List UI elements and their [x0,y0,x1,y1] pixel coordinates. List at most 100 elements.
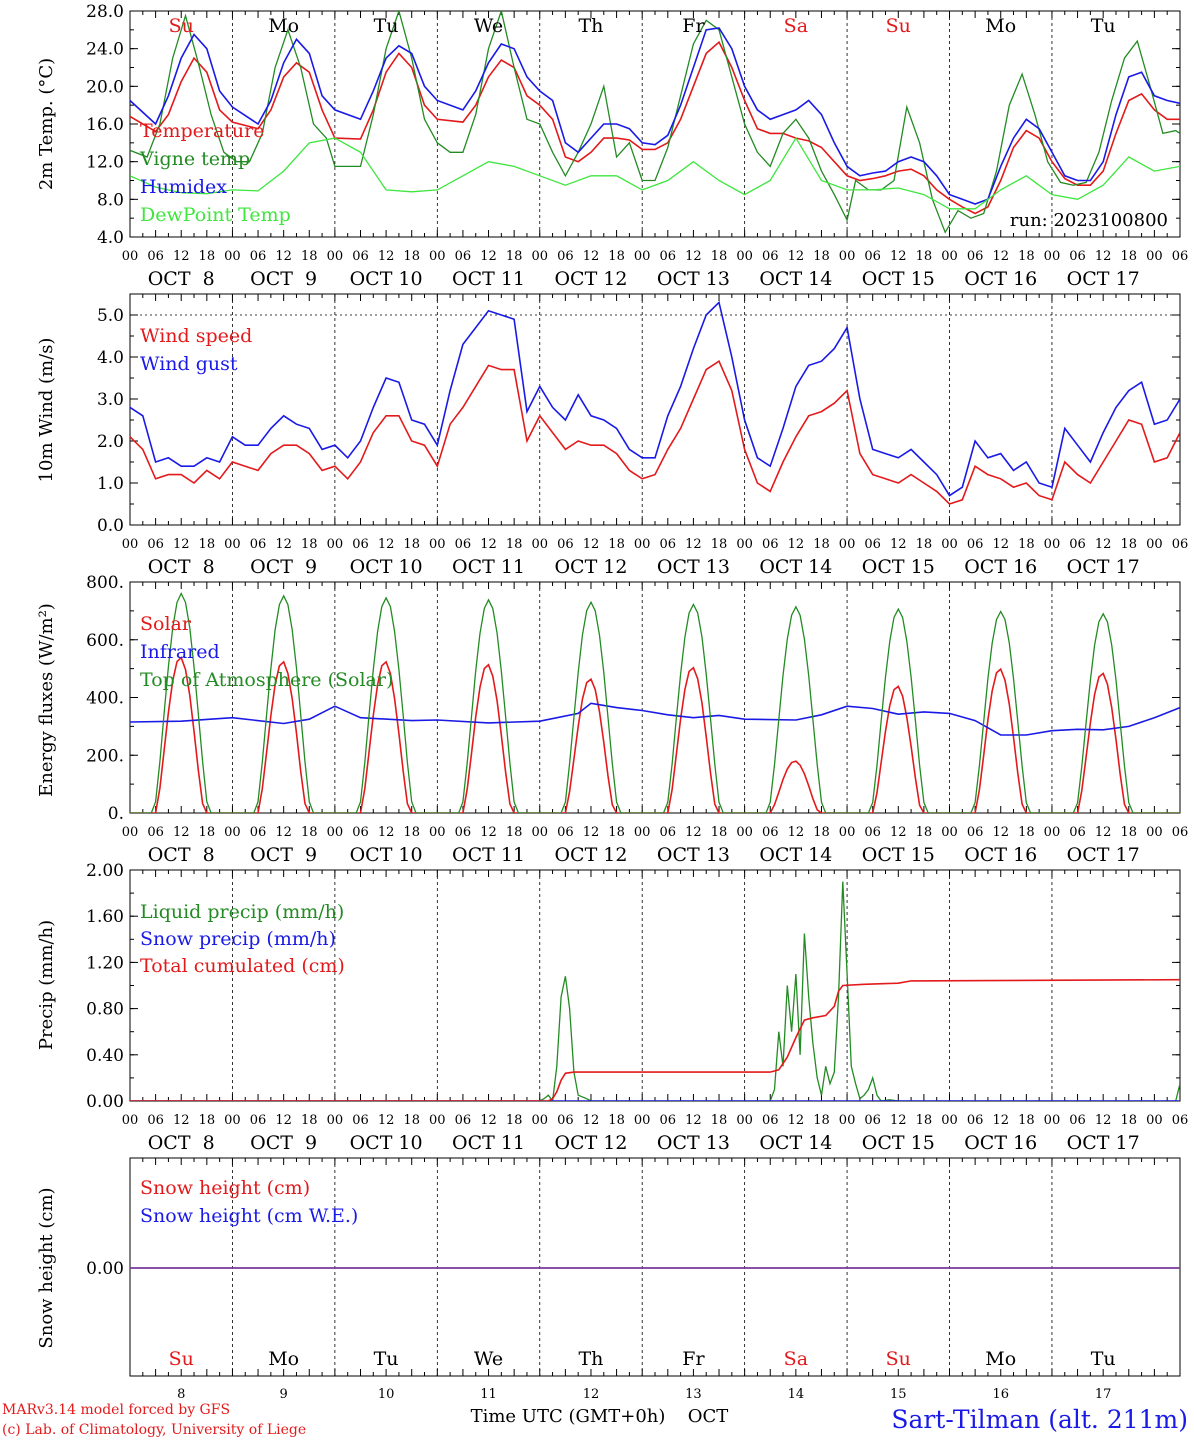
y-tick-label: 1.0 [97,474,124,494]
x-hour-label: 18 [608,537,625,552]
weekday-label: Tu [1091,1348,1116,1370]
x-date-label: OCT 8 [148,268,215,290]
x-hour-label: 00 [531,825,548,840]
x-hour-label: 18 [916,537,933,552]
x-hour-label: 12 [992,825,1009,840]
x-date-label: OCT 13 [657,268,730,290]
x-hour-label: 00 [429,825,446,840]
weekday-label: Th [579,1348,604,1370]
series-group [130,11,1180,234]
weekday-label: Mo [268,15,299,37]
panel-1: 4.0 8.0 12.0 16.0 20.0 24.0 28.0 2m Temp. (°C) 0… [36,2,1188,290]
series-line [130,136,1180,210]
x-hour-label: 06 [864,1113,881,1128]
series-line [130,360,1180,505]
x-hour-label: 00 [224,1113,241,1128]
y-axis-label: Snow height (cm) [36,1187,57,1348]
x-hour-label: 12 [685,537,702,552]
y-tick-label: 3.0 [97,390,124,410]
y-axis-label: 10m Wind (m/s) [36,338,57,483]
x-hour-label: 06 [455,537,472,552]
y-tick-label: 400. [86,689,124,709]
x-hour-label: 06 [660,825,677,840]
x-hour-label: 18 [1018,249,1035,264]
weekday-label: Fr [682,15,705,37]
x-date-label: OCT 12 [554,844,627,866]
weekday-label: Su [886,1348,911,1370]
x-hour-label: 12 [480,1113,497,1128]
x-hour-label: 18 [199,825,216,840]
legend-entry: Vigne temp [139,148,250,170]
series-group [130,881,1180,1101]
y-tick-label: 1.60 [86,907,124,927]
x-date-label: OCT 14 [759,1132,832,1154]
x-hour-label: 12 [480,537,497,552]
y-axis-label: Energy fluxes (W/m²) [36,603,57,797]
x-hour-label: 18 [711,1113,728,1128]
x-hour-label: 12 [275,249,292,264]
day-number-label: 14 [788,1387,805,1402]
x-hour-label: 06 [864,249,881,264]
x-hour-label: 12 [890,249,907,264]
x-hour-label: 00 [122,537,139,552]
x-hour-label: 06 [762,537,779,552]
x-hour-label: 06 [557,537,574,552]
series-line [130,702,1180,736]
x-date-label: OCT 16 [964,556,1037,578]
x-hour-label: 12 [685,825,702,840]
weekday-label: Sa [784,15,808,37]
x-hour-label: 06 [1069,537,1086,552]
x-hour-label: 12 [173,249,190,264]
y-tick-label: 0. [108,804,124,824]
x-hour-label: 18 [916,825,933,840]
x-hour-label: 06 [455,249,472,264]
day-number-label: 16 [992,1387,1009,1402]
x-hour-label: 12 [173,537,190,552]
y-axis-label: 2m Temp. (°C) [36,58,57,190]
x-hour-label: 06 [250,537,267,552]
weekday-label: Mo [268,1348,299,1370]
x-hour-label: 06 [1172,825,1189,840]
x-hour-label: 18 [711,825,728,840]
x-hour-label: 06 [557,249,574,264]
run-label: run: 2023100800 [1010,210,1168,231]
weekday-label: Fr [682,1348,705,1370]
x-date-label: OCT 10 [350,268,423,290]
x-hour-label: 06 [147,537,164,552]
x-hour-label: 00 [1044,825,1061,840]
x-hour-label: 12 [275,537,292,552]
y-tick-label: 28.0 [86,2,124,22]
legend-entry: Temperature [140,120,264,142]
weekday-label: Mo [985,15,1016,37]
x-hour-label: 12 [378,537,395,552]
weekday-label: Tu [374,1348,399,1370]
x-hour-label: 12 [788,1113,805,1128]
x-date-label: OCT 12 [554,1132,627,1154]
x-hour-label: 06 [250,825,267,840]
legend-entry: Snow precip (mm/h) [140,928,336,950]
x-hour-label: 00 [531,537,548,552]
weekday-label: We [474,1348,503,1370]
x-hour-label: 18 [711,537,728,552]
x-hour-label: 12 [583,1113,600,1128]
x-hour-label: 00 [1146,1113,1163,1128]
x-hour-label: 12 [992,537,1009,552]
x-date-label: OCT 14 [759,844,832,866]
y-tick-label: 0.00 [86,1092,124,1112]
legend-entry: Total cumulated (cm) [140,955,345,977]
x-hour-label: 12 [378,825,395,840]
x-hour-label: 18 [813,249,830,264]
weekday-label: Tu [374,15,399,37]
y-tick-label: 0.0 [97,516,124,536]
x-date-label: OCT 12 [554,556,627,578]
x-hour-label: 18 [1018,537,1035,552]
legend-entry: Wind speed [140,325,252,347]
x-hour-label: 18 [301,537,318,552]
y-tick-label: 24.0 [86,40,124,60]
x-hour-label: 00 [736,249,753,264]
x-hour-label: 00 [634,537,651,552]
x-hour-label: 18 [199,537,216,552]
credit-line-2: (c) Lab. of Climatology, University of L… [2,1422,306,1438]
series-line [130,300,1180,497]
y-tick-label: 0.40 [86,1046,124,1066]
